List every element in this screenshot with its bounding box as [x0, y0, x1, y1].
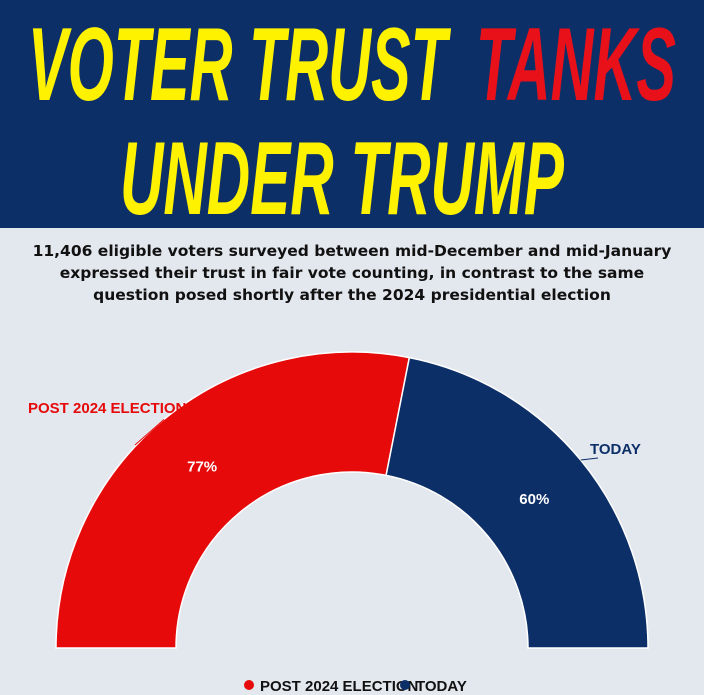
svg-text:VOTER TRUST TANKS: VOTER TRUST TANKS [28, 7, 676, 123]
leader-line-post-election [134, 418, 165, 446]
headline: VOTER TRUST TANKS UNDER TRUMP [28, 7, 676, 228]
headline-line1-part2: TANKS [476, 7, 676, 123]
header-banner [0, 0, 704, 228]
callout-post-election: POST 2024 ELECTION [28, 400, 186, 417]
leader-line-today [580, 457, 599, 461]
data-label-today: 60% [519, 491, 549, 508]
data-label-post-election: 77% [187, 459, 217, 476]
headline-line2: UNDER TRUMP [120, 121, 564, 228]
legend-label-post-election[interactable]: POST 2024 ELECTION [260, 678, 418, 695]
callout-today: TODAY [590, 441, 641, 458]
headline-line1-part1: VOTER TRUST [28, 7, 451, 123]
slice-today[interactable] [385, 356, 649, 649]
slice-post-2024-election[interactable] [55, 351, 411, 649]
legend-marker-today [400, 680, 410, 690]
chart-subtitle: 11,406 eligible voters surveyed between … [32, 242, 672, 304]
legend-marker-post-election [244, 680, 254, 690]
legend-label-today[interactable]: TODAY [416, 678, 467, 695]
